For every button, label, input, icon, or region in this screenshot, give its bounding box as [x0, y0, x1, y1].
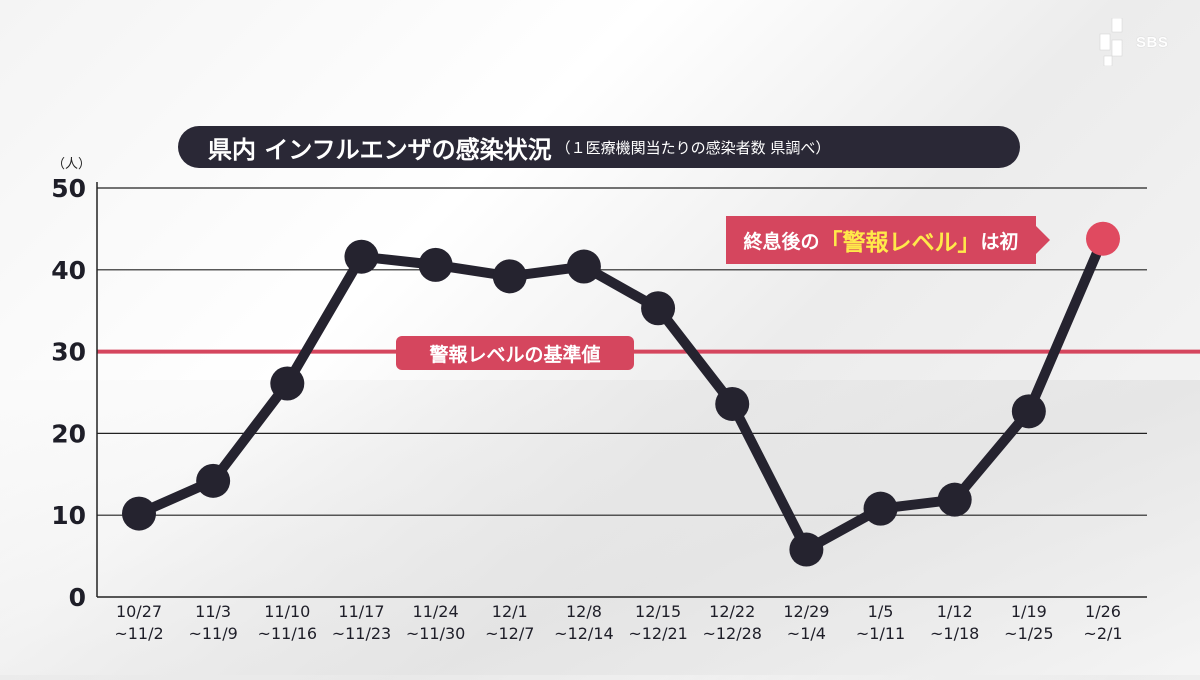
- chart-title-banner: 県内 インフルエンザの感染状況 （１医療機関当たりの感染者数 県調べ）: [178, 126, 1020, 168]
- x-tick-label: ~2/1: [1083, 624, 1122, 643]
- data-point: [492, 259, 527, 294]
- annotation-prefix: 終息後の: [743, 230, 820, 253]
- x-tick-label: ~12/28: [702, 624, 762, 643]
- y-tick-label: 20: [51, 419, 86, 448]
- data-point: [344, 239, 379, 274]
- x-tick-label: ~12/7: [485, 624, 534, 643]
- x-tick-label: ~11/9: [188, 624, 237, 643]
- highlight-data-point: [1086, 221, 1120, 256]
- x-tick-label: 10/27: [116, 602, 162, 621]
- x-tick-label: ~11/23: [332, 624, 392, 643]
- x-tick-label: 12/15: [635, 602, 681, 621]
- y-tick-labels: 0 10 20 30 40 50: [51, 174, 86, 612]
- background-shade: [0, 380, 1200, 680]
- data-point: [566, 249, 601, 284]
- grid-lines: [97, 187, 1147, 516]
- data-point: [789, 532, 824, 567]
- data-point: [196, 463, 231, 498]
- axes: [96, 182, 1147, 598]
- data-point: [1011, 394, 1046, 429]
- x-tick-label: ~1/4: [787, 624, 826, 643]
- x-tick-label: ~11/16: [258, 624, 318, 643]
- x-tick-label: 12/22: [709, 602, 755, 621]
- x-tick-label: 1/19: [1011, 602, 1047, 621]
- y-tick-label: 0: [69, 583, 86, 612]
- data-points: [122, 221, 1120, 567]
- data-point: [863, 491, 898, 526]
- x-tick-label: ~1/18: [930, 624, 979, 643]
- x-tick-label: ~12/14: [554, 624, 614, 643]
- x-tick-label: 12/8: [566, 602, 602, 621]
- x-tick-label: 1/26: [1085, 602, 1121, 621]
- x-tick-label: ~11/30: [406, 624, 466, 643]
- x-tick-label: 1/5: [868, 602, 894, 621]
- y-tick-label: 40: [51, 256, 86, 285]
- x-tick-label: 11/3: [195, 602, 231, 621]
- x-tick-label: ~1/11: [856, 624, 905, 643]
- annotation-suffix: は初: [980, 230, 1019, 253]
- x-tick-label: ~12/21: [628, 624, 688, 643]
- data-point: [122, 496, 156, 531]
- data-point: [715, 386, 750, 421]
- sbs-logo: SBS: [1098, 18, 1188, 68]
- y-axis-unit: （人）: [52, 157, 91, 172]
- threshold-label: 警報レベルの基準値: [396, 336, 634, 370]
- x-tick-label: 11/10: [264, 602, 310, 621]
- x-tick-label: ~1/25: [1004, 624, 1053, 643]
- annotation-pointer: [1036, 226, 1050, 254]
- data-point: [641, 291, 676, 326]
- annotation-highlight: 「警報レベル」: [819, 230, 981, 256]
- x-tick-label: 1/12: [937, 602, 973, 621]
- y-tick-label: 10: [51, 501, 86, 530]
- x-tick-label: 12/29: [783, 602, 829, 621]
- x-tick-labels: 10/27 ~11/2 11/3 ~11/9 11/10 ~11/16 11/17 ~11/2…: [114, 602, 1122, 643]
- y-tick-label: 30: [51, 338, 86, 367]
- x-tick-label: 12/1: [492, 602, 528, 621]
- x-tick-label: 11/24: [413, 602, 459, 621]
- data-point: [418, 247, 453, 282]
- sbs-logo-mark-icon: [1099, 18, 1123, 66]
- chart-subtitle: （１医療機関当たりの感染者数 県調べ）: [555, 138, 831, 157]
- sbs-logo-text: SBS: [1136, 34, 1169, 51]
- x-tick-label: 11/17: [338, 602, 384, 621]
- y-tick-label: 50: [51, 174, 86, 203]
- data-point: [937, 482, 972, 517]
- alert-annotation: 終息後の 「警報レベル」 は初: [726, 216, 1036, 264]
- chart-title: 県内 インフルエンザの感染状況: [208, 135, 552, 164]
- data-point: [270, 366, 305, 401]
- x-tick-label: ~11/2: [114, 624, 163, 643]
